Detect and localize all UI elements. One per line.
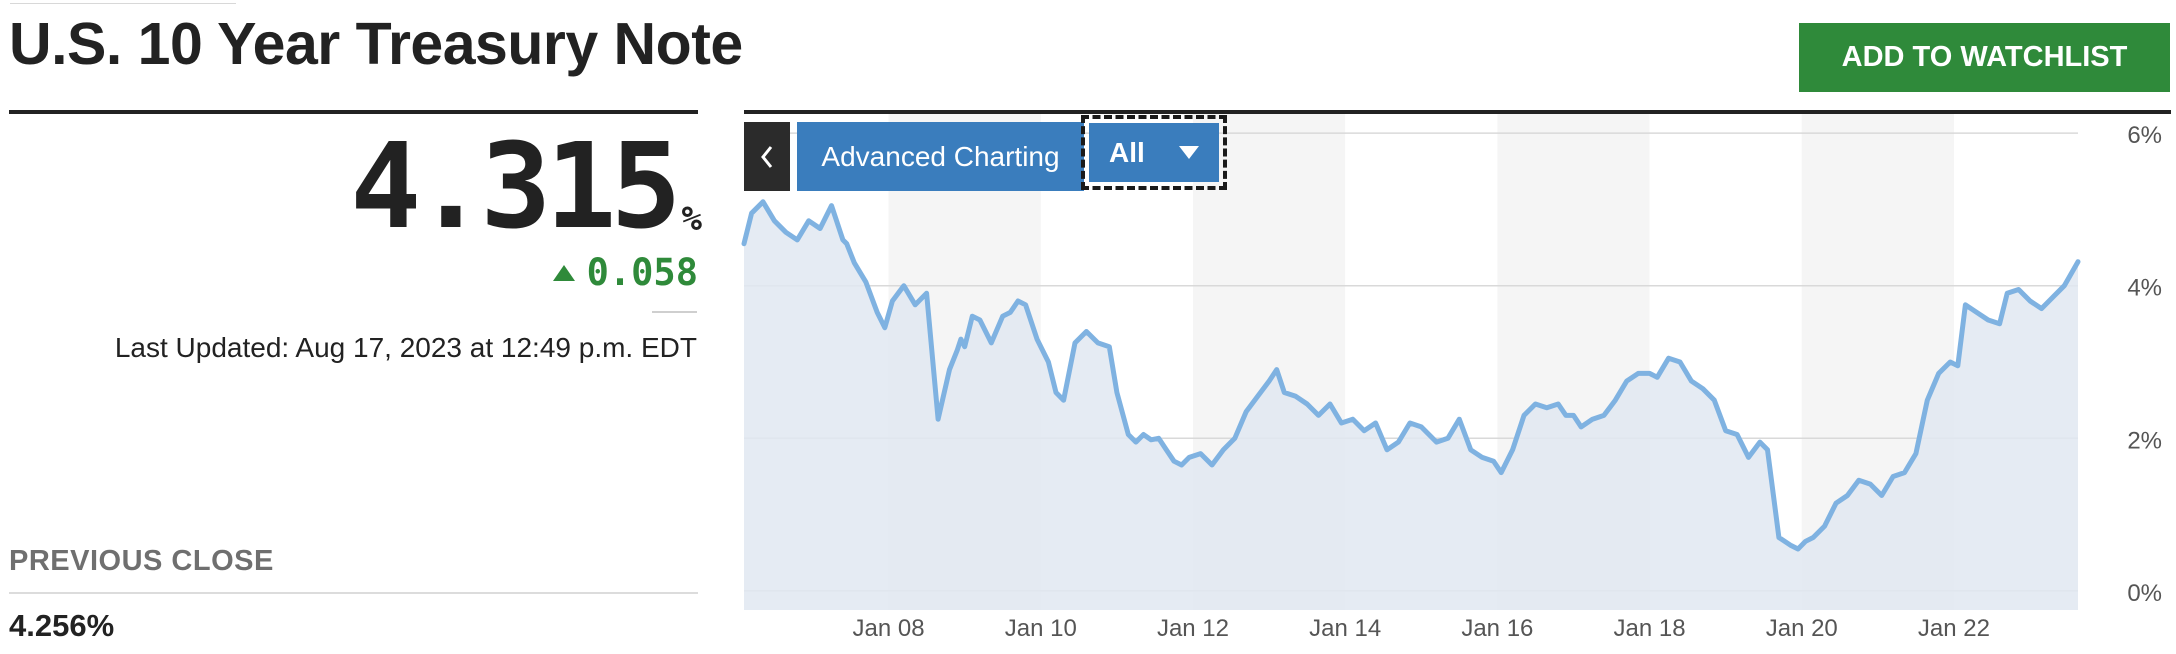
x-tick-label: Jan 20 bbox=[1766, 615, 1838, 642]
page-title: U.S. 10 Year Treasury Note bbox=[9, 10, 743, 78]
chevron-left-icon bbox=[759, 144, 775, 170]
add-to-watchlist-button[interactable]: ADD TO WATCHLIST bbox=[1799, 23, 2170, 92]
x-tick-label: Jan 18 bbox=[1614, 615, 1686, 642]
range-select-inner: All bbox=[1089, 123, 1219, 182]
x-tick-label: Jan 10 bbox=[1005, 615, 1077, 642]
price-value: 4.315 bbox=[350, 127, 675, 245]
previous-close-divider bbox=[9, 592, 698, 594]
range-select[interactable]: All bbox=[1081, 115, 1227, 190]
range-value: All bbox=[1109, 137, 1145, 169]
chart-band bbox=[1802, 114, 1954, 610]
x-tick-label: Jan 08 bbox=[853, 615, 925, 642]
change-divider bbox=[652, 311, 697, 313]
chart-top-rule bbox=[744, 110, 2171, 114]
price-block: 4.315 % bbox=[350, 127, 702, 245]
y-tick-label: 4% bbox=[2127, 275, 2162, 302]
price-change: 0.058 bbox=[553, 251, 698, 294]
previous-close-value: 4.256% bbox=[9, 608, 114, 644]
x-tick-label: Jan 16 bbox=[1461, 615, 1533, 642]
chart-series-line bbox=[744, 202, 2078, 549]
previous-close-label: PREVIOUS CLOSE bbox=[9, 545, 274, 578]
chart-area bbox=[744, 202, 2078, 610]
x-tick-label: Jan 14 bbox=[1309, 615, 1381, 642]
chart-back-button[interactable] bbox=[744, 122, 790, 191]
chart-band bbox=[1497, 114, 1649, 610]
top-divider bbox=[10, 0, 236, 4]
last-updated: Last Updated: Aug 17, 2023 at 12:49 p.m.… bbox=[115, 332, 697, 364]
quote-top-rule bbox=[9, 110, 698, 114]
x-tick-label: Jan 22 bbox=[1918, 615, 1990, 642]
chevron-down-icon bbox=[1179, 146, 1199, 159]
y-tick-label: 0% bbox=[2127, 580, 2162, 607]
price-unit: % bbox=[682, 199, 702, 239]
y-tick-label: 6% bbox=[2127, 122, 2162, 149]
change-value: 0.058 bbox=[587, 251, 698, 294]
advanced-charting-button[interactable]: Advanced Charting bbox=[797, 122, 1084, 191]
x-tick-label: Jan 12 bbox=[1157, 615, 1229, 642]
y-tick-label: 2% bbox=[2127, 427, 2162, 454]
triangle-up-icon bbox=[553, 265, 575, 281]
